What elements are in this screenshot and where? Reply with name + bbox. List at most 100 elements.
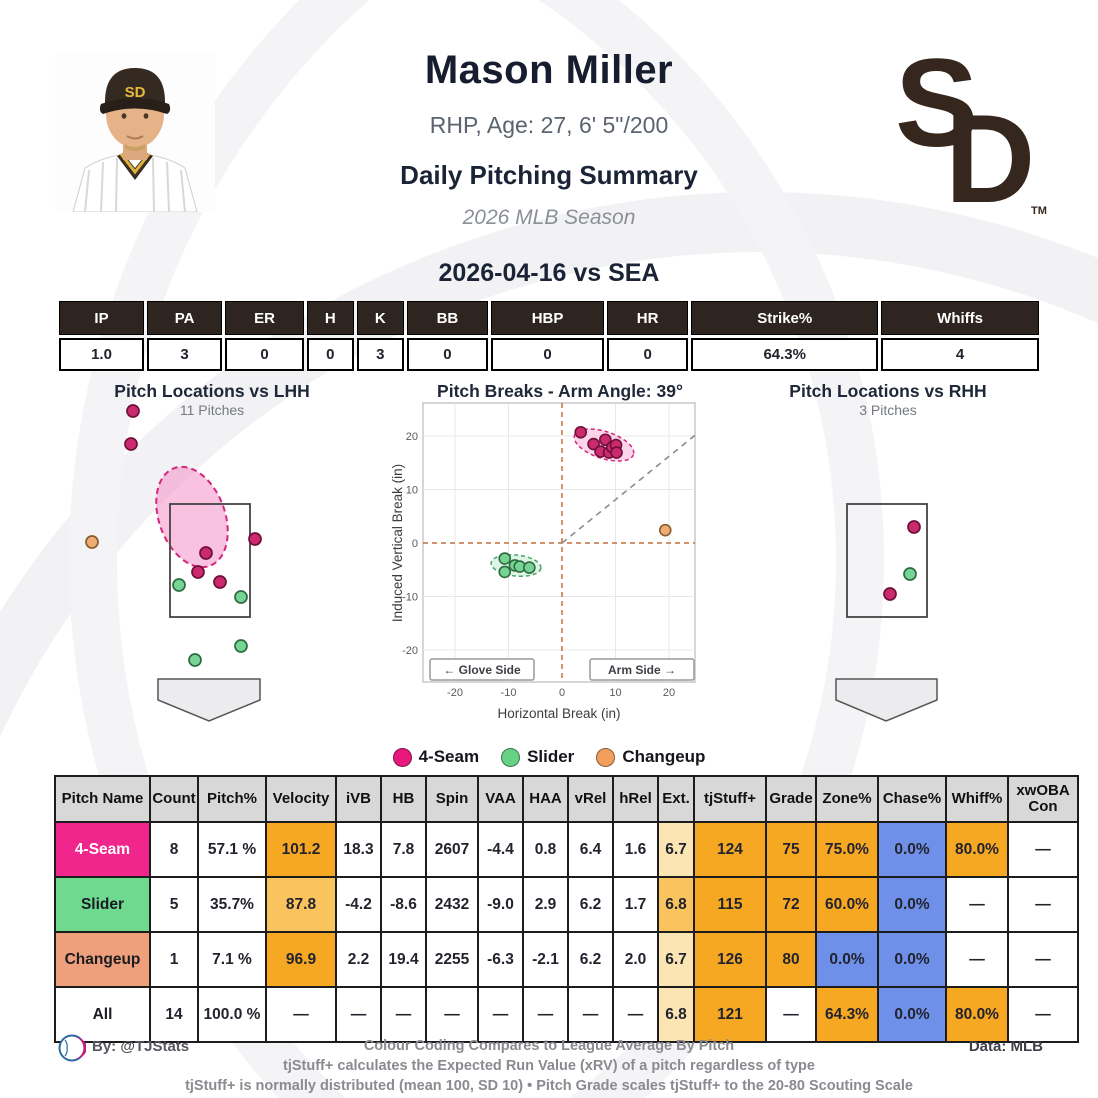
pitch-cell-zone%: 75.0% <box>815 821 879 878</box>
pitch-cell-grade: — <box>765 986 817 1043</box>
rhh-plot-svg <box>835 503 938 722</box>
trademark-label: TM <box>1031 205 1047 217</box>
pitch-dot-4-seam <box>191 565 205 579</box>
pitch-dot-slider <box>903 567 917 581</box>
pitch-dot-slider <box>234 590 248 604</box>
pitch-cell-zone%: 64.3% <box>815 986 879 1043</box>
pitch-cell-ivb: 2.2 <box>335 931 382 988</box>
pitch-cell-count: 14 <box>149 986 199 1043</box>
stat-header-HBP: HBP <box>491 301 604 335</box>
player-photo: SD <box>55 52 215 212</box>
x-tick--10: -10 <box>501 687 517 699</box>
footer-note-2: tjStuff+ calculates the Expected Run Val… <box>283 1058 815 1074</box>
pitch-cell-ext.: 6.7 <box>657 821 695 878</box>
arm-side-box <box>589 658 695 681</box>
pitch-cell-tjstuff+: 124 <box>693 821 767 878</box>
pitch-cell-ivb: — <box>335 986 382 1043</box>
pitch-col-hb: HB <box>380 775 427 823</box>
rhh-plot-subtitle: 3 Pitches <box>859 402 917 418</box>
pitch-cell-zone%: 0.0% <box>815 931 879 988</box>
pitch-col-count: Count <box>149 775 199 823</box>
footer-note-1: Colour Coding Compares to League Average… <box>363 1038 735 1054</box>
game-title: 2026-04-16 vs SEA <box>438 259 660 287</box>
arm-side-label: Arm Side → <box>608 663 676 677</box>
breaks-pitch-dots <box>498 425 672 579</box>
y-axis-label: Induced Vertical Break (in) <box>390 464 405 622</box>
plots-section: Pitch Locations vs LHH 11 Pitches Pitch … <box>0 375 1098 747</box>
changeup-legend-dot-icon <box>596 747 616 767</box>
pitch-cell-chase%: 0.0% <box>877 986 947 1043</box>
game-stats-header-row: IP PA ER H K BB HBP HR Strike% Whiffs <box>59 301 1039 335</box>
pitch-col-xwoba-con: xwOBA Con <box>1007 775 1079 823</box>
pitch-cell-whiff%: — <box>945 931 1009 988</box>
pitch-cell-spin: — <box>425 986 479 1043</box>
pitch-cell-count: 8 <box>149 821 199 878</box>
data-source-label: Data: MLB <box>968 1038 1043 1055</box>
break-dot-4-seam <box>574 425 588 439</box>
stat-header-BB: BB <box>406 301 489 335</box>
pitch-cell-xwoba-con: — <box>1007 821 1079 878</box>
stat-header-PA: PA <box>147 301 223 335</box>
pitch-col-spin: Spin <box>425 775 479 823</box>
pitch-col-pitch-name: Pitch Name <box>54 775 151 823</box>
pitch-cell-chase%: 0.0% <box>877 876 947 933</box>
pitch-cell-vaa: — <box>477 986 524 1043</box>
pitch-cell-tjstuff+: 126 <box>693 931 767 988</box>
glove-side-box <box>429 658 535 681</box>
stat-header-H: H <box>306 301 354 335</box>
y-tick-0: 0 <box>412 538 418 550</box>
stat-header-Strike%: Strike% <box>691 301 879 335</box>
game-stats-value-row: 1.0 3 0 0 3 0 0 0 64.3% 4 <box>59 338 1039 371</box>
breaks-tick-labels: -20 -10 0 10 20 -20 -10 0 10 20 <box>402 431 675 699</box>
pitch-cell-chase%: 0.0% <box>877 931 947 988</box>
pitch-cell-ivb: -4.2 <box>335 876 382 933</box>
pitch-cell-ext.: 6.8 <box>657 986 695 1043</box>
pitch-col-velocity: Velocity <box>265 775 337 823</box>
stat-value-ER: 0 <box>225 338 304 371</box>
lhh-pitch-dots <box>85 404 262 667</box>
pitch-cell-grade: 72 <box>765 876 817 933</box>
pitch-cell-vaa: -6.3 <box>477 931 524 988</box>
legend-item-4seam: 4-Seam <box>392 747 480 767</box>
header: SD Mason Miller RHP, Age: 27, 6' 5"/200 … <box>0 0 1098 250</box>
lhh-plot-title: Pitch Locations vs LHH <box>114 381 310 401</box>
pitch-cell-spin: 2432 <box>425 876 479 933</box>
break-dot-changeup <box>658 523 672 537</box>
y-tick-10: 10 <box>406 485 418 497</box>
game-stats-table: IP PA ER H K BB HBP HR Strike% Whiffs 1.0 3 0 0 3 0 0 0 6… <box>56 298 1042 374</box>
pitch-cell-velocity: — <box>265 986 337 1043</box>
pitch-dot-4-seam <box>248 532 262 546</box>
x-tick-10: 10 <box>609 687 621 699</box>
legend-item-slider: Slider <box>501 747 574 767</box>
stat-header-IP: IP <box>59 301 145 335</box>
break-dot-slider <box>523 561 536 574</box>
cap-sd-logo: SD <box>125 84 146 101</box>
pitch-cell-xwoba-con: — <box>1007 986 1079 1043</box>
pitch-cell-velocity: 101.2 <box>265 821 337 878</box>
pitch-name-cell: 4-Seam <box>54 821 151 878</box>
pitch-cell-whiff%: 80.0% <box>945 986 1009 1043</box>
padres-logo-d: D <box>945 90 1035 222</box>
player-bio: RHP, Age: 27, 6' 5"/200 <box>429 112 669 138</box>
pitch-cell-haa: 0.8 <box>522 821 569 878</box>
pitch-col-grade: Grade <box>765 775 817 823</box>
pitch-name-cell: All <box>54 986 151 1043</box>
breaks-plot-title: Pitch Breaks - Arm Angle: 39° <box>437 381 683 401</box>
glove-side-label: ← Glove Side <box>443 663 521 677</box>
break-dot-slider <box>498 565 512 579</box>
pitch-dot-slider <box>172 578 186 592</box>
pitch-cell-velocity: 87.8 <box>265 876 337 933</box>
stat-header-Whiffs: Whiffs <box>881 301 1039 335</box>
pitch-col-haa: HAA <box>522 775 569 823</box>
legend-item-changeup: Changeup <box>596 747 705 767</box>
break-dot-4-seam <box>610 446 623 459</box>
breaks-side-annotations: ← Glove Side Arm Side → <box>429 658 695 681</box>
stat-header-HR: HR <box>607 301 689 335</box>
pitch-col-vrel: vRel <box>567 775 614 823</box>
stat-value-K: 3 <box>356 338 404 371</box>
y-tick--10: -10 <box>402 592 418 604</box>
legend-label: 4-Seam <box>418 747 480 766</box>
pitch-col-ivb: iVB <box>335 775 382 823</box>
pitch-cell-count: 5 <box>149 876 199 933</box>
pitch-cell-pitch%: 57.1 % <box>197 821 267 878</box>
